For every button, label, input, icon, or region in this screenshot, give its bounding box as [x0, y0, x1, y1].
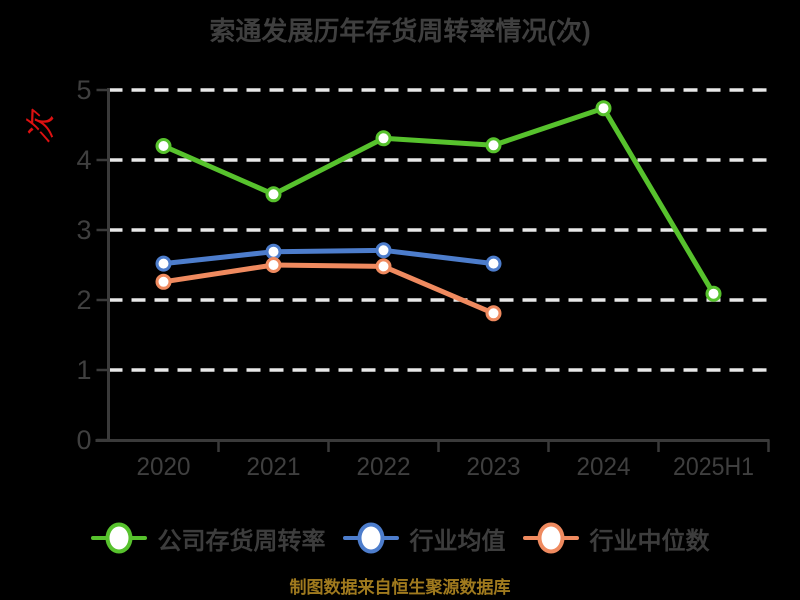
data-point-s2-2022: [375, 258, 392, 275]
y-tick-label-1: 1: [76, 355, 91, 385]
y-tick-label-5: 5: [76, 75, 91, 105]
data-point-s0-2023: [485, 137, 502, 154]
series-line-0: [161, 105, 716, 297]
x-category-label-2021: 2021: [247, 453, 301, 481]
legend: 公司存货周转率 行业均值 行业中位数: [0, 519, 800, 557]
legend-label-industry-median: 行业中位数: [589, 527, 710, 555]
x-category-label-2025H1: 2025H1: [673, 453, 754, 481]
y-tick-label-4: 4: [76, 145, 91, 175]
x-category-label-2020: 2020: [137, 453, 191, 481]
data-point-s0-2021: [265, 186, 282, 203]
legend-item-industry-median: 行业中位数: [522, 521, 710, 556]
data-point-s1-2023: [485, 255, 502, 272]
x-category-label-2024: 2024: [577, 453, 631, 481]
data-point-s0-2020: [155, 138, 172, 154]
series-line-1: [161, 247, 496, 267]
legend-label-company-turnover: 公司存货周转率: [157, 527, 326, 555]
data-point-s0-2025H1: [705, 285, 722, 302]
data-point-s0-2022: [375, 130, 392, 147]
data-point-s2-2023: [485, 305, 502, 322]
legend-marker-orange-icon: [522, 522, 579, 554]
data-point-s1-2021: [265, 243, 282, 260]
data-point-s0-2024: [595, 100, 612, 117]
y-tick-label-3: 3: [76, 215, 91, 245]
y-tick-label-0: 0: [76, 425, 91, 455]
data-point-s1-2022: [375, 242, 392, 259]
series-line-2: [161, 262, 496, 316]
series-2: [155, 257, 502, 322]
legend-item-company-turnover: 公司存货周转率: [90, 521, 326, 556]
data-point-s2-2020: [155, 273, 172, 290]
legend-label-industry-mean: 行业均值: [409, 527, 506, 555]
data-point-s2-2021: [265, 257, 282, 273]
gridlines: [108, 88, 769, 372]
data-point-s1-2020: [155, 255, 172, 272]
footer-credit: 制图数据来自恒生聚源数据库: [289, 578, 511, 597]
series-0: [155, 100, 722, 302]
y-axis-unit-label: 次: [24, 110, 59, 146]
chart-title: 索通发展历年存货周转率情况(次): [209, 16, 591, 46]
y-tick-label-2: 2: [76, 285, 91, 315]
x-category-label-2023: 2023: [467, 453, 521, 481]
x-category-label-2022: 2022: [357, 453, 411, 481]
legend-marker-green-icon: [90, 522, 147, 554]
legend-item-industry-mean: 行业均值: [342, 521, 506, 556]
series-1: [155, 242, 502, 272]
legend-marker-blue-icon: [342, 522, 399, 554]
axes: 0 1 2 3 4 5 2020 2021 2022 2023 2024 2025H1: [76, 75, 770, 481]
